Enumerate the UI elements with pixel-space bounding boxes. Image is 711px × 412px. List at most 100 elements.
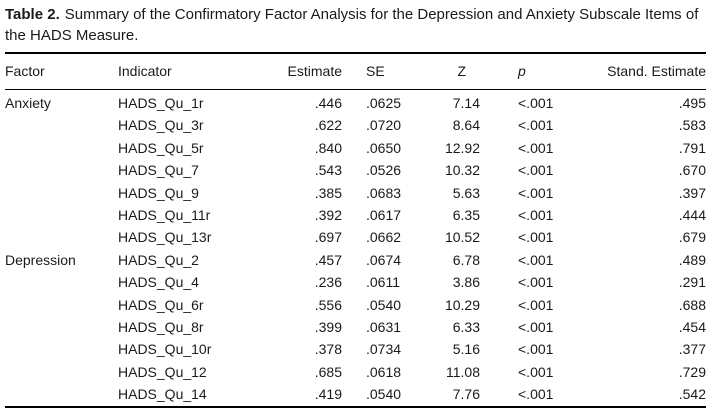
cell-p: <.001 [518, 229, 554, 246]
cell-stand: .291 [678, 274, 706, 291]
cell-factor: Depression [5, 251, 76, 268]
cell-stand: .397 [678, 184, 706, 201]
column-header-stand-estimate: Stand. Estimate [572, 53, 706, 90]
cell-p: <.001 [518, 251, 554, 268]
cell-stand: .489 [678, 251, 706, 268]
cell-stand: .791 [678, 139, 706, 156]
cell-indicator: HADS_Qu_13r [118, 229, 212, 246]
cell-indicator: HADS_Qu_1r [118, 95, 204, 111]
cell-se: .0540 [366, 296, 402, 313]
table-row: HADS_Qu_11r .392 .0617 6.35 <.001 .444 [5, 204, 706, 226]
table-body: Anxiety HADS_Qu_1r .446 .0625 7.14 <.001 .495 H… [5, 90, 706, 407]
cell-se: .0720 [366, 117, 402, 134]
cell-stand: .688 [678, 296, 706, 313]
cell-estimate: .622 [314, 117, 342, 134]
cell-estimate: .419 [314, 386, 342, 403]
cell-se: .0611 [366, 274, 400, 291]
cell-factor [5, 137, 118, 159]
cell-indicator: HADS_Qu_5r [118, 139, 204, 156]
cell-indicator: HADS_Qu_3r [118, 117, 204, 134]
cell-estimate: .457 [314, 251, 342, 268]
cell-se: .0526 [366, 162, 402, 179]
cell-p: <.001 [518, 341, 554, 358]
cell-indicator: HADS_Qu_9 [118, 184, 199, 201]
cell-factor [5, 294, 118, 316]
cell-factor [5, 114, 118, 136]
cell-p: <.001 [518, 162, 554, 179]
cfa-table: Factor Indicator Estimate SE Z p Stand. … [5, 52, 706, 408]
cell-p: <.001 [518, 184, 554, 201]
cell-stand: .679 [678, 229, 706, 246]
cell-z: 3.86 [452, 274, 480, 291]
cell-stand: .444 [678, 207, 706, 224]
cell-se: .0631 [366, 319, 402, 336]
table-row: HADS_Qu_12 .685 .0618 11.08 <.001 .729 [5, 361, 706, 383]
cell-stand: .377 [678, 341, 706, 358]
caption-label: Table 2. [5, 6, 60, 23]
cell-se: .0674 [366, 251, 402, 268]
cell-stand: .729 [678, 363, 706, 380]
cell-estimate: .446 [314, 95, 342, 111]
cell-factor [5, 182, 118, 204]
table-row: HADS_Qu_3r .622 .0720 8.64 <.001 .583 [5, 114, 706, 136]
table-row: HADS_Qu_7 .543 .0526 10.32 <.001 .670 [5, 159, 706, 181]
cell-factor [5, 383, 118, 406]
cell-indicator: HADS_Qu_8r [118, 319, 204, 336]
column-header-z: Z [430, 53, 480, 90]
table-row: HADS_Qu_8r .399 .0631 6.33 <.001 .454 [5, 316, 706, 338]
cell-p: <.001 [518, 139, 554, 156]
cell-z: 7.76 [452, 386, 480, 403]
cell-p: <.001 [518, 117, 554, 134]
cell-se: .0734 [366, 341, 402, 358]
cell-indicator: HADS_Qu_12 [118, 363, 207, 380]
cell-indicator: HADS_Qu_6r [118, 296, 204, 313]
cell-estimate: .685 [314, 363, 342, 380]
table-row: HADS_Qu_6r .556 .0540 10.29 <.001 .688 [5, 294, 706, 316]
column-header-p: p [480, 53, 572, 90]
caption-text: Summary of the Confirmatory Factor Analy… [5, 6, 699, 44]
table-row: Anxiety HADS_Qu_1r .446 .0625 7.14 <.001 .495 [5, 90, 706, 115]
cell-estimate: .556 [314, 296, 342, 313]
table-row: HADS_Qu_9 .385 .0683 5.63 <.001 .397 [5, 182, 706, 204]
cell-indicator: HADS_Qu_7 [118, 162, 199, 179]
cell-stand: .670 [678, 162, 706, 179]
cell-factor [5, 204, 118, 226]
cell-z: 6.33 [452, 319, 480, 336]
cell-p: <.001 [518, 274, 554, 291]
cell-estimate: .543 [314, 162, 342, 179]
column-header-indicator: Indicator [118, 53, 270, 90]
cell-p: <.001 [518, 319, 554, 336]
cell-factor [5, 226, 118, 248]
cell-stand: .542 [678, 386, 706, 403]
cell-p: <.001 [518, 296, 554, 313]
table-row: HADS_Qu_5r .840 .0650 12.92 <.001 .791 [5, 137, 706, 159]
cell-indicator: HADS_Qu_10r [118, 341, 212, 358]
column-header-estimate: Estimate [270, 53, 342, 90]
cell-estimate: .378 [314, 341, 342, 358]
cell-z: 7.14 [452, 95, 480, 111]
cell-indicator: HADS_Qu_4 [118, 274, 199, 291]
cell-se: .0625 [366, 95, 402, 111]
table-row: HADS_Qu_10r .378 .0734 5.16 <.001 .377 [5, 338, 706, 360]
cell-z: 5.63 [452, 184, 480, 201]
cell-stand: .583 [678, 117, 706, 134]
cell-se: .0617 [366, 207, 402, 224]
cell-p: <.001 [518, 386, 554, 403]
cell-indicator: HADS_Qu_14 [118, 386, 207, 403]
cell-p: <.001 [518, 95, 554, 111]
cell-factor [5, 338, 118, 360]
cell-estimate: .385 [314, 184, 342, 201]
column-header-se: SE [342, 53, 430, 90]
cell-se: .0650 [366, 139, 402, 156]
table-caption: Table 2. Summary of the Confirmatory Fact… [5, 4, 706, 46]
cell-factor [5, 159, 118, 181]
cell-stand: .495 [678, 95, 706, 111]
table-row: Depression HADS_Qu_2 .457 .0674 6.78 <.001 .48… [5, 249, 706, 271]
cell-p: <.001 [518, 363, 554, 380]
table-row: HADS_Qu_4 .236 .0611 3.86 <.001 .291 [5, 271, 706, 293]
cell-z: 10.29 [444, 296, 480, 313]
cell-se: .0662 [366, 229, 402, 246]
cell-stand: .454 [678, 319, 706, 336]
cell-se: .0540 [366, 386, 402, 403]
